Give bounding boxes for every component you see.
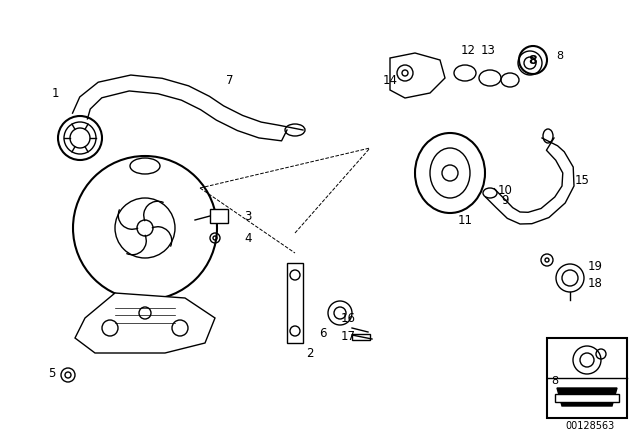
Polygon shape: [75, 293, 215, 353]
Text: 6: 6: [319, 327, 327, 340]
Bar: [210, 209, 228, 223]
Polygon shape: [390, 53, 445, 98]
Text: 10: 10: [497, 184, 513, 197]
Text: 9: 9: [501, 194, 509, 207]
Text: 4: 4: [244, 232, 252, 245]
Text: 2: 2: [307, 346, 314, 359]
Polygon shape: [557, 388, 617, 406]
Text: 7: 7: [227, 73, 234, 86]
Bar: [555, 394, 619, 402]
Bar: [115, 300, 175, 330]
Text: 8: 8: [552, 376, 559, 386]
Text: 14: 14: [383, 73, 397, 86]
Text: 18: 18: [588, 276, 602, 289]
Text: 8: 8: [529, 53, 538, 66]
Text: 8: 8: [556, 51, 564, 61]
Text: 1: 1: [51, 86, 59, 99]
Bar: [547, 338, 627, 418]
Text: 19: 19: [588, 259, 602, 272]
Text: 17: 17: [340, 329, 355, 343]
Text: 11: 11: [458, 214, 472, 227]
Text: 16: 16: [340, 311, 355, 324]
Text: 15: 15: [575, 173, 589, 186]
Text: 12: 12: [461, 43, 476, 56]
Bar: [352, 334, 370, 340]
Text: 3: 3: [244, 210, 252, 223]
Text: 00128563: 00128563: [565, 421, 614, 431]
Text: 13: 13: [481, 43, 495, 56]
Text: 5: 5: [48, 366, 56, 379]
Bar: [287, 263, 303, 343]
